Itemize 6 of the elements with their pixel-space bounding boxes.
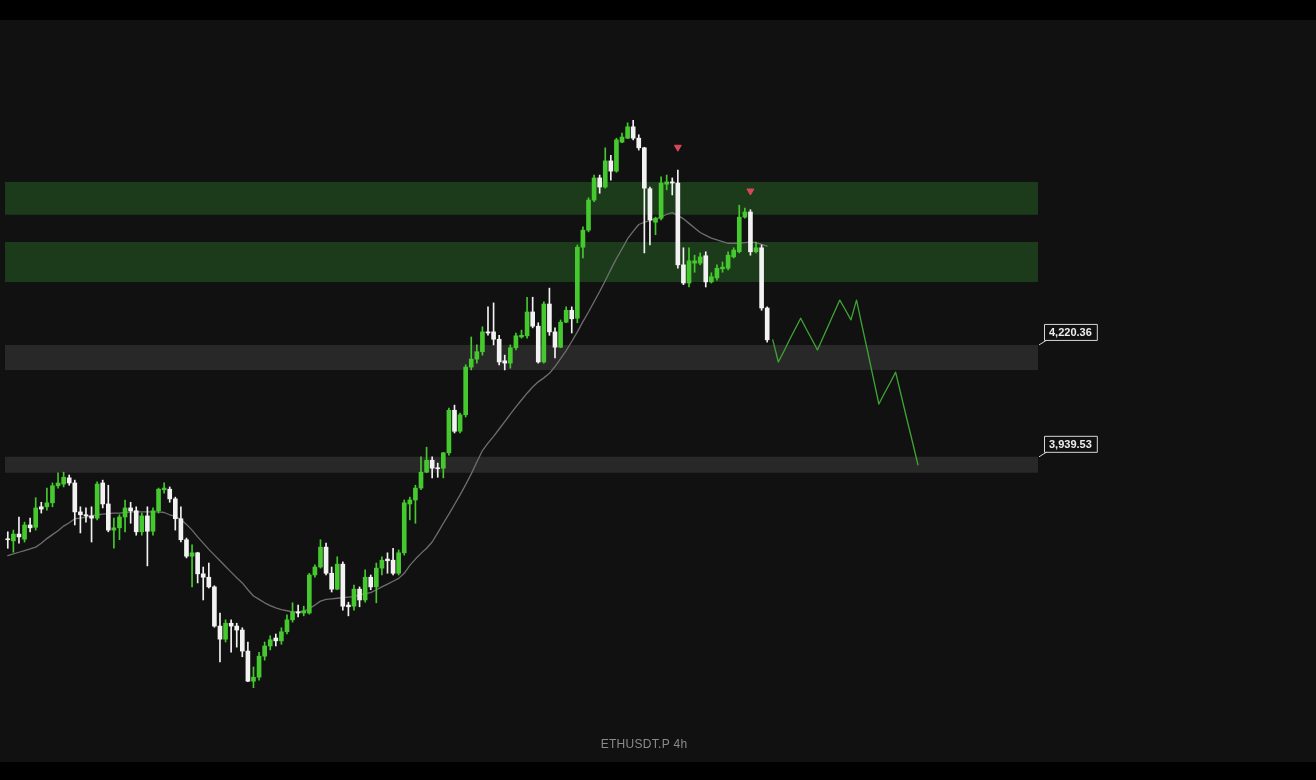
candlestick [189, 544, 195, 588]
candlestick [5, 531, 11, 549]
band-label: 4,220.36 [1049, 325, 1092, 338]
band-label: 3,939.53 [1049, 437, 1092, 450]
candlestick [234, 622, 240, 648]
text: ETHUSDT.P 4h [599, 737, 689, 751]
